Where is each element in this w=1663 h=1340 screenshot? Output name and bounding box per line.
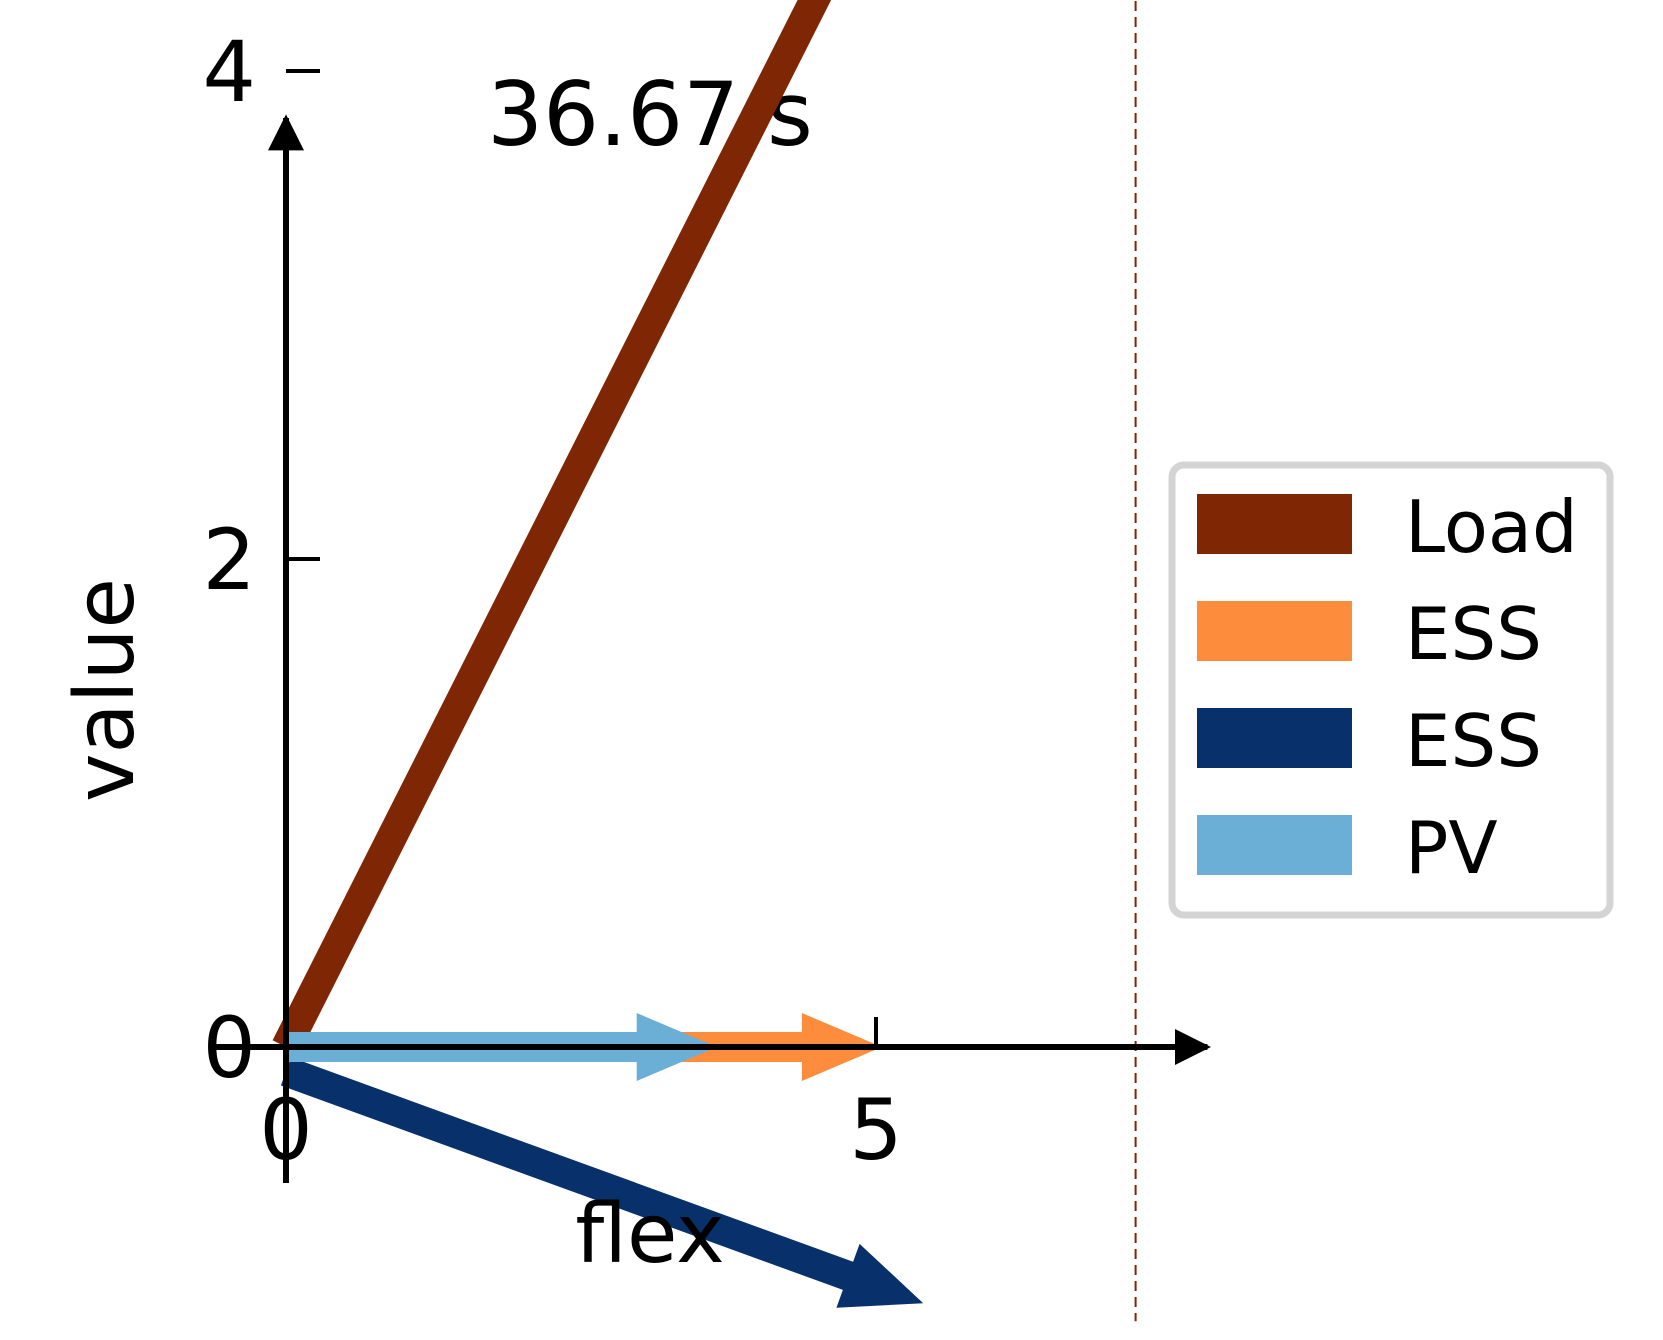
vector-arrow-ess-2 [280,1057,924,1308]
legend-label-3: PV [1405,806,1498,890]
x-tick-label-1: 5 [849,1081,902,1179]
legend-swatch-1 [1197,601,1352,661]
legend-frame [1168,461,1614,919]
vector-arrow-load-0 [272,0,832,1054]
y-tick-label-2: 4 [203,23,256,121]
legend-swatch-3 [1197,815,1352,875]
legend-label-0: Load [1405,485,1578,569]
x-axis-label: flex [575,1187,724,1282]
legend-swatch-0 [1197,494,1352,554]
legend-swatch-2 [1197,708,1352,768]
x-tick-label-0: 0 [259,1081,312,1179]
vector-layer [272,0,1137,1322]
legend: Load ESS ESS PV [1168,461,1614,919]
axes: 050246 [203,23,1212,1183]
y-tick-label-1: 2 [203,511,256,609]
legend-label-1: ESS [1405,592,1542,676]
y-tick-label-0: 0 [203,999,256,1097]
legend-label-2: ESS [1405,699,1542,783]
y-axis-label: value [58,578,153,802]
